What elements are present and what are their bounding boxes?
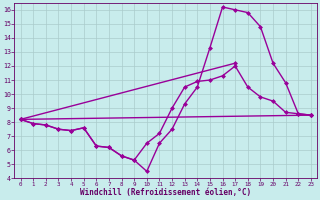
X-axis label: Windchill (Refroidissement éolien,°C): Windchill (Refroidissement éolien,°C) bbox=[80, 188, 251, 197]
